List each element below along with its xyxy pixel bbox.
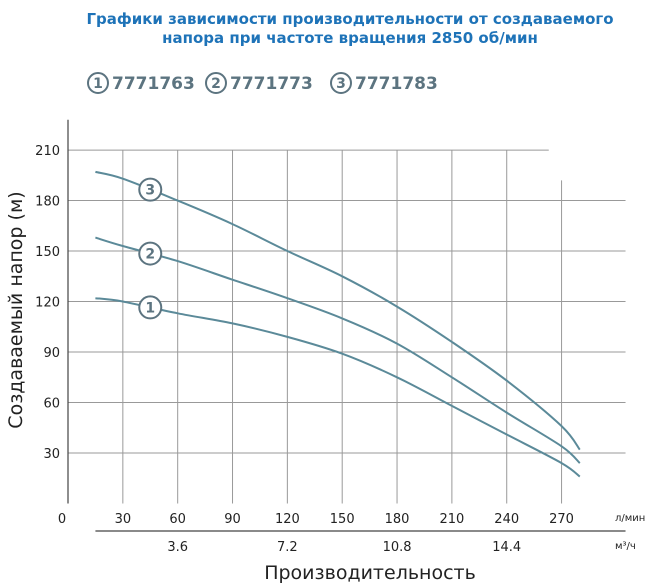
y-tick-label-60: 60 xyxy=(43,397,60,412)
y-tick-label-180: 180 xyxy=(35,195,60,210)
chart-title-line-1: Графики зависимости производительности о… xyxy=(86,10,614,28)
x2-tick-label-10.8: 10.8 xyxy=(383,540,412,555)
series-badge-3 xyxy=(138,177,163,202)
legend-badge-number-3: 3 xyxy=(336,76,346,92)
x2-tick-label-7.2: 7.2 xyxy=(277,540,298,555)
x2-tick-label-14.4: 14.4 xyxy=(492,540,521,555)
legend-code-1: 7771763 xyxy=(112,74,195,94)
y-tick-label-120: 120 xyxy=(35,296,60,311)
x-tick-label-90: 90 xyxy=(224,512,241,527)
x-tick-label-240: 240 xyxy=(494,512,519,527)
chart-title: Графики зависимости производительности о… xyxy=(40,10,660,48)
x-tick-label-270: 270 xyxy=(549,512,574,527)
legend-badge-2 xyxy=(205,72,227,94)
x2-unit-label: м³/ч xyxy=(615,541,636,552)
legend-badge-number-1: 1 xyxy=(93,76,103,92)
series-line-2 xyxy=(95,236,581,464)
y-tick-label-210: 210 xyxy=(35,144,60,159)
y-tick-label-90: 90 xyxy=(43,346,60,361)
series-badge-label-2: 2 xyxy=(145,247,155,263)
series-badge-label-1: 1 xyxy=(145,300,155,316)
legend-badge-1 xyxy=(87,72,109,94)
x-tick-label-0: 0 xyxy=(58,512,66,527)
x-tick-label-30: 30 xyxy=(115,512,132,527)
legend-code-3: 7771783 xyxy=(355,74,438,94)
y-tick-label-150: 150 xyxy=(35,245,60,260)
x-unit-label: л/мин xyxy=(615,513,645,524)
y-tick-label-30: 30 xyxy=(43,447,60,462)
x-tick-label-180: 180 xyxy=(385,512,410,527)
x-axis-title: Производительность xyxy=(264,562,476,584)
series-badge-1 xyxy=(138,295,163,320)
legend-code-2: 7771773 xyxy=(230,74,313,94)
chart-title-line-2: напора при частоте вращения 2850 об/мин xyxy=(162,29,538,47)
x-tick-label-150: 150 xyxy=(330,512,355,527)
series-badge-2 xyxy=(138,241,163,266)
legend-badge-number-2: 2 xyxy=(211,76,221,92)
x2-tick-label-3.6: 3.6 xyxy=(167,540,188,555)
y-axis-title: Создаваемый напор (м) xyxy=(5,191,27,428)
series-badge-label-3: 3 xyxy=(145,183,155,199)
x-tick-label-210: 210 xyxy=(439,512,464,527)
series-line-3 xyxy=(95,170,581,451)
x-tick-label-120: 120 xyxy=(275,512,300,527)
x-tick-label-60: 60 xyxy=(169,512,186,527)
legend-badge-3 xyxy=(330,72,352,94)
